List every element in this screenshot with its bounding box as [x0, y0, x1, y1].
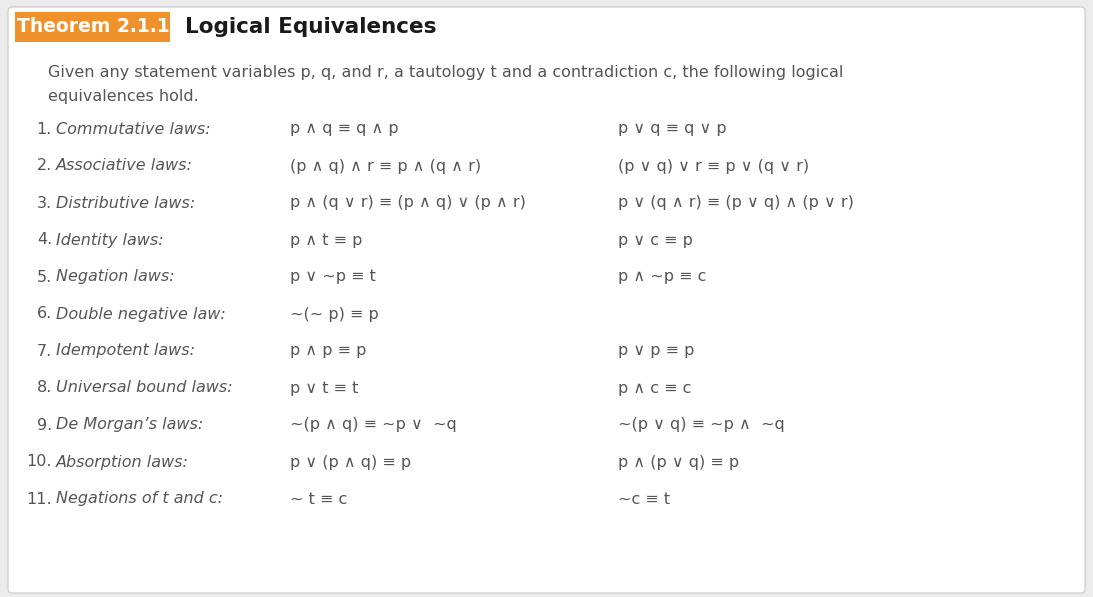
Text: ~ t ≡ c: ~ t ≡ c — [290, 491, 348, 506]
Text: 2.: 2. — [37, 158, 52, 174]
Text: 10.: 10. — [26, 454, 52, 469]
Text: p ∨ p ≡ p: p ∨ p ≡ p — [618, 343, 694, 359]
Text: 8.: 8. — [37, 380, 52, 395]
Text: Absorption laws:: Absorption laws: — [56, 454, 189, 469]
Text: 5.: 5. — [37, 269, 52, 285]
Text: 1.: 1. — [37, 122, 52, 137]
Text: De Morgan’s laws:: De Morgan’s laws: — [56, 417, 203, 432]
FancyBboxPatch shape — [8, 7, 1085, 593]
Text: 4.: 4. — [37, 232, 52, 248]
Text: Associative laws:: Associative laws: — [56, 158, 192, 174]
Text: Universal bound laws:: Universal bound laws: — [56, 380, 233, 395]
Text: Double negative law:: Double negative law: — [56, 306, 226, 322]
Text: equivalences hold.: equivalences hold. — [48, 90, 199, 104]
Text: 3.: 3. — [37, 195, 52, 211]
Text: p ∨ c ≡ p: p ∨ c ≡ p — [618, 232, 693, 248]
Text: p ∧ t ≡ p: p ∧ t ≡ p — [290, 232, 363, 248]
Text: p ∧ q ≡ q ∧ p: p ∧ q ≡ q ∧ p — [290, 122, 399, 137]
Text: Identity laws:: Identity laws: — [56, 232, 164, 248]
Text: p ∧ (p ∨ q) ≡ p: p ∧ (p ∨ q) ≡ p — [618, 454, 739, 469]
Text: Idempotent laws:: Idempotent laws: — [56, 343, 195, 359]
Text: 11.: 11. — [26, 491, 52, 506]
Text: p ∧ c ≡ c: p ∧ c ≡ c — [618, 380, 692, 395]
Text: Distributive laws:: Distributive laws: — [56, 195, 196, 211]
Text: p ∨ (q ∧ r) ≡ (p ∨ q) ∧ (p ∨ r): p ∨ (q ∧ r) ≡ (p ∨ q) ∧ (p ∨ r) — [618, 195, 854, 211]
Text: 7.: 7. — [37, 343, 52, 359]
Text: Logical Equivalences: Logical Equivalences — [185, 17, 436, 37]
Text: p ∧ (q ∨ r) ≡ (p ∧ q) ∨ (p ∧ r): p ∧ (q ∨ r) ≡ (p ∧ q) ∨ (p ∧ r) — [290, 195, 526, 211]
Text: ~c ≡ t: ~c ≡ t — [618, 491, 670, 506]
FancyBboxPatch shape — [15, 12, 171, 42]
Text: p ∧ p ≡ p: p ∧ p ≡ p — [290, 343, 366, 359]
Text: ~(~ p) ≡ p: ~(~ p) ≡ p — [290, 306, 379, 322]
Text: p ∨ q ≡ q ∨ p: p ∨ q ≡ q ∨ p — [618, 122, 727, 137]
Text: p ∨ t ≡ t: p ∨ t ≡ t — [290, 380, 359, 395]
Text: Given any statement variables p, q, and r, a tautology t and a contradiction c, : Given any statement variables p, q, and … — [48, 66, 844, 81]
Text: p ∨ ~p ≡ t: p ∨ ~p ≡ t — [290, 269, 376, 285]
Text: Theorem 2.1.1: Theorem 2.1.1 — [16, 17, 169, 36]
Text: ~(p ∧ q) ≡ ~p ∨  ~q: ~(p ∧ q) ≡ ~p ∨ ~q — [290, 417, 457, 432]
Text: 6.: 6. — [37, 306, 52, 322]
Text: p ∨ (p ∧ q) ≡ p: p ∨ (p ∧ q) ≡ p — [290, 454, 411, 469]
Text: Negation laws:: Negation laws: — [56, 269, 175, 285]
Text: (p ∧ q) ∧ r ≡ p ∧ (q ∧ r): (p ∧ q) ∧ r ≡ p ∧ (q ∧ r) — [290, 158, 481, 174]
Text: ~(p ∨ q) ≡ ~p ∧  ~q: ~(p ∨ q) ≡ ~p ∧ ~q — [618, 417, 785, 432]
Text: (p ∨ q) ∨ r ≡ p ∨ (q ∨ r): (p ∨ q) ∨ r ≡ p ∨ (q ∨ r) — [618, 158, 809, 174]
Text: Commutative laws:: Commutative laws: — [56, 122, 211, 137]
Text: Negations of t and c:: Negations of t and c: — [56, 491, 223, 506]
Text: p ∧ ~p ≡ c: p ∧ ~p ≡ c — [618, 269, 706, 285]
Text: 9.: 9. — [37, 417, 52, 432]
